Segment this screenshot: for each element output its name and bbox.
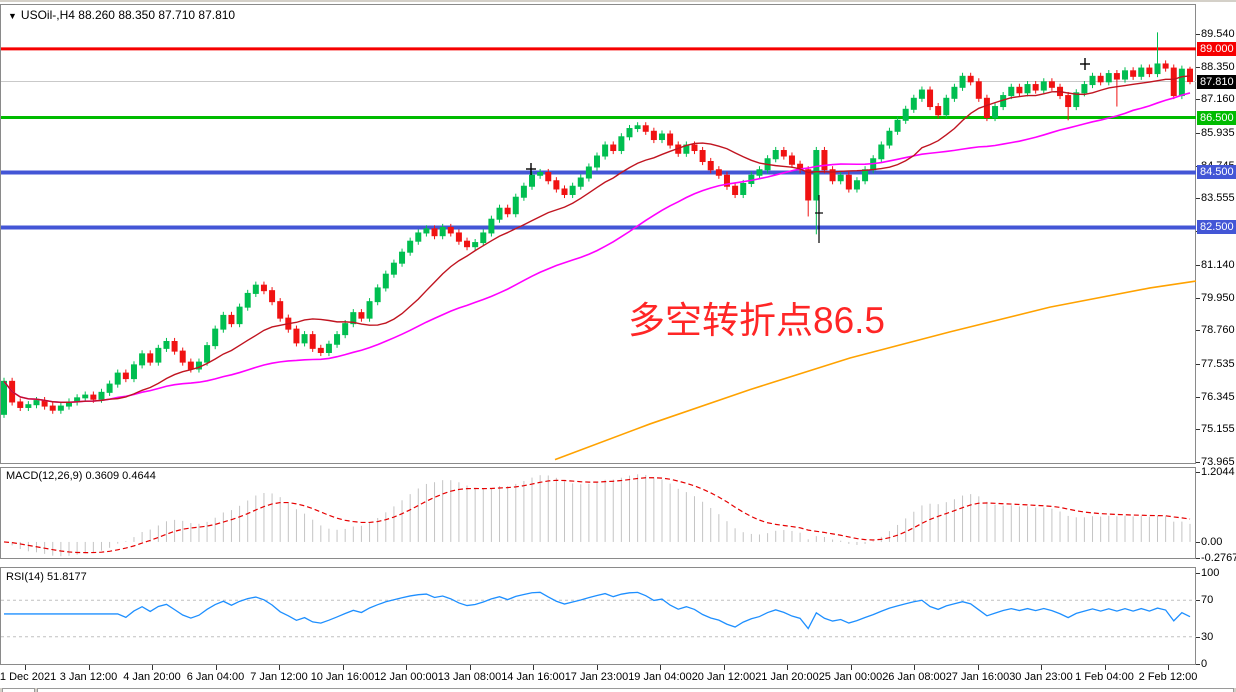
time-tick-label: 2 Feb 12:00 xyxy=(1138,671,1198,683)
time-tick-mark xyxy=(342,665,344,670)
price-tick-mark xyxy=(1196,99,1200,101)
price-tick-label: 75.155 xyxy=(1201,423,1235,436)
annotation-text[interactable]: 多空转折点86.5 xyxy=(628,300,886,341)
time-tick-label: 14 Jan 16:00 xyxy=(501,671,565,683)
chart-header: ▼ USOil-,H4 88.260 88.350 87.710 87.810 xyxy=(8,8,235,22)
price-tick-mark xyxy=(1196,363,1200,365)
rsi-tick-mark xyxy=(1196,636,1200,638)
time-tick-mark xyxy=(977,665,979,670)
time-tick-label: 19 Jan 04:00 xyxy=(628,671,692,683)
macd-tick-label: 1.2044 xyxy=(1201,466,1235,478)
price-tick-mark xyxy=(1196,133,1200,135)
time-tick-label: 7 Jan 12:00 xyxy=(250,671,308,683)
price-tick-label: 76.345 xyxy=(1201,390,1235,403)
time-tick-mark xyxy=(660,665,661,670)
time-tick-mark xyxy=(469,665,471,670)
rsi-tick-label: 30 xyxy=(1201,630,1214,643)
bottom-inset-left xyxy=(2,688,35,692)
time-tick-label: 26 Jan 08:00 xyxy=(882,671,946,683)
price-tick-mark xyxy=(1196,396,1200,398)
price-tick-label: 87.160 xyxy=(1201,93,1235,106)
symbol-period-label: USOil-,H4 xyxy=(20,8,75,22)
time-tick-label: 31 Dec 2021 xyxy=(0,671,57,683)
price-level-badge: 89.000 xyxy=(1197,41,1236,56)
time-tick-label: 10 Jan 16:00 xyxy=(310,671,375,683)
time-tick-label: 20 Jan 12:00 xyxy=(691,671,756,683)
price-tick-label: 73.965 xyxy=(1201,456,1235,468)
macd-name: MACD(12,26,9) xyxy=(6,470,83,482)
rsi-name: RSI(14) xyxy=(6,571,44,583)
price-tick-mark xyxy=(1196,330,1200,332)
time-tick-mark xyxy=(787,665,788,670)
time-tick-mark xyxy=(1168,665,1169,670)
time-tick-label: 25 Jan 00:00 xyxy=(818,671,883,683)
time-tick-mark xyxy=(1041,665,1042,670)
time-tick-mark xyxy=(406,665,407,670)
price-tick-mark xyxy=(1196,429,1200,431)
price-tick-label: 79.950 xyxy=(1201,291,1235,304)
rsi-tick-mark xyxy=(1196,664,1200,665)
macd-tick-mark xyxy=(1196,472,1200,473)
time-tick-label: 1 Feb 04:00 xyxy=(1075,671,1134,683)
macd-tick-label: 0.00 xyxy=(1201,535,1223,548)
bottom-chrome xyxy=(0,688,1236,692)
time-tick-mark xyxy=(533,665,534,670)
rsi-tick-label: 100 xyxy=(1201,567,1220,579)
time-tick-mark xyxy=(215,665,217,670)
price-tick-label: 81.140 xyxy=(1201,258,1235,271)
price-tick-label: 89.540 xyxy=(1201,28,1235,40)
price-tick-label: 77.535 xyxy=(1201,357,1235,370)
main-chart-panel xyxy=(0,4,1196,464)
rsi-tick-mark xyxy=(1196,600,1200,602)
price-tick-mark xyxy=(1196,297,1200,299)
time-tick-label: 21 Jan 20:00 xyxy=(755,671,819,683)
time-tick-label: 13 Jan 08:00 xyxy=(437,671,502,683)
macd-tick-mark xyxy=(1196,558,1200,559)
macd-panel xyxy=(0,467,1196,559)
price-tick-label: 85.935 xyxy=(1201,127,1235,140)
price-tick-mark xyxy=(1196,34,1200,35)
rsi-label: RSI(14) 51.8177 xyxy=(6,571,87,583)
current-price-badge: 87.810 xyxy=(1197,74,1236,89)
price-level-badge: 84.500 xyxy=(1197,165,1236,180)
macd-label: MACD(12,26,9) 0.3609 0.4644 xyxy=(6,470,156,482)
time-tick-label: 17 Jan 23:00 xyxy=(564,671,629,683)
rsi-panel xyxy=(0,567,1196,665)
price-tick-mark xyxy=(1196,66,1200,68)
time-tick-mark xyxy=(723,665,725,670)
time-tick-mark xyxy=(25,665,26,670)
price-tick-mark xyxy=(1196,264,1200,266)
price-tick-mark xyxy=(1196,198,1200,200)
bottom-inset-right xyxy=(37,688,1234,692)
time-tick-label: 3 Jan 12:00 xyxy=(59,671,118,683)
macd-values: 0.3609 0.4644 xyxy=(85,470,156,482)
time-tick-mark xyxy=(152,665,153,670)
time-tick-label: 4 Jan 20:00 xyxy=(123,671,181,683)
time-tick-mark xyxy=(88,665,90,670)
price-tick-mark xyxy=(1196,462,1200,463)
time-tick-mark xyxy=(279,665,280,670)
rsi-value: 51.8177 xyxy=(46,571,87,583)
time-tick-label: 27 Jan 16:00 xyxy=(945,671,1010,683)
time-tick-label: 6 Jan 04:00 xyxy=(186,671,245,683)
ohlc-values: 88.260 88.350 87.710 87.810 xyxy=(78,8,236,22)
macd-tick-mark xyxy=(1196,541,1200,543)
time-tick-label: 12 Jan 00:00 xyxy=(374,671,438,683)
collapse-icon[interactable]: ▼ xyxy=(8,11,17,21)
price-tick-label: 88.350 xyxy=(1201,60,1235,73)
time-tick-label: 30 Jan 23:00 xyxy=(1009,671,1073,683)
price-level-badge: 86.500 xyxy=(1197,110,1236,125)
time-tick-mark xyxy=(1104,665,1106,670)
rsi-tick-label: 70 xyxy=(1201,594,1214,607)
price-level-badge: 82.500 xyxy=(1197,220,1236,235)
time-tick-mark xyxy=(596,665,598,670)
rsi-tick-mark xyxy=(1196,573,1200,574)
macd-tick-label: -0.2767 xyxy=(1201,552,1236,564)
time-tick-mark xyxy=(850,665,852,670)
price-tick-label: 83.555 xyxy=(1201,192,1235,205)
rsi-tick-label: 0 xyxy=(1201,658,1208,670)
time-tick-mark xyxy=(914,665,915,670)
price-tick-label: 78.760 xyxy=(1201,324,1235,337)
